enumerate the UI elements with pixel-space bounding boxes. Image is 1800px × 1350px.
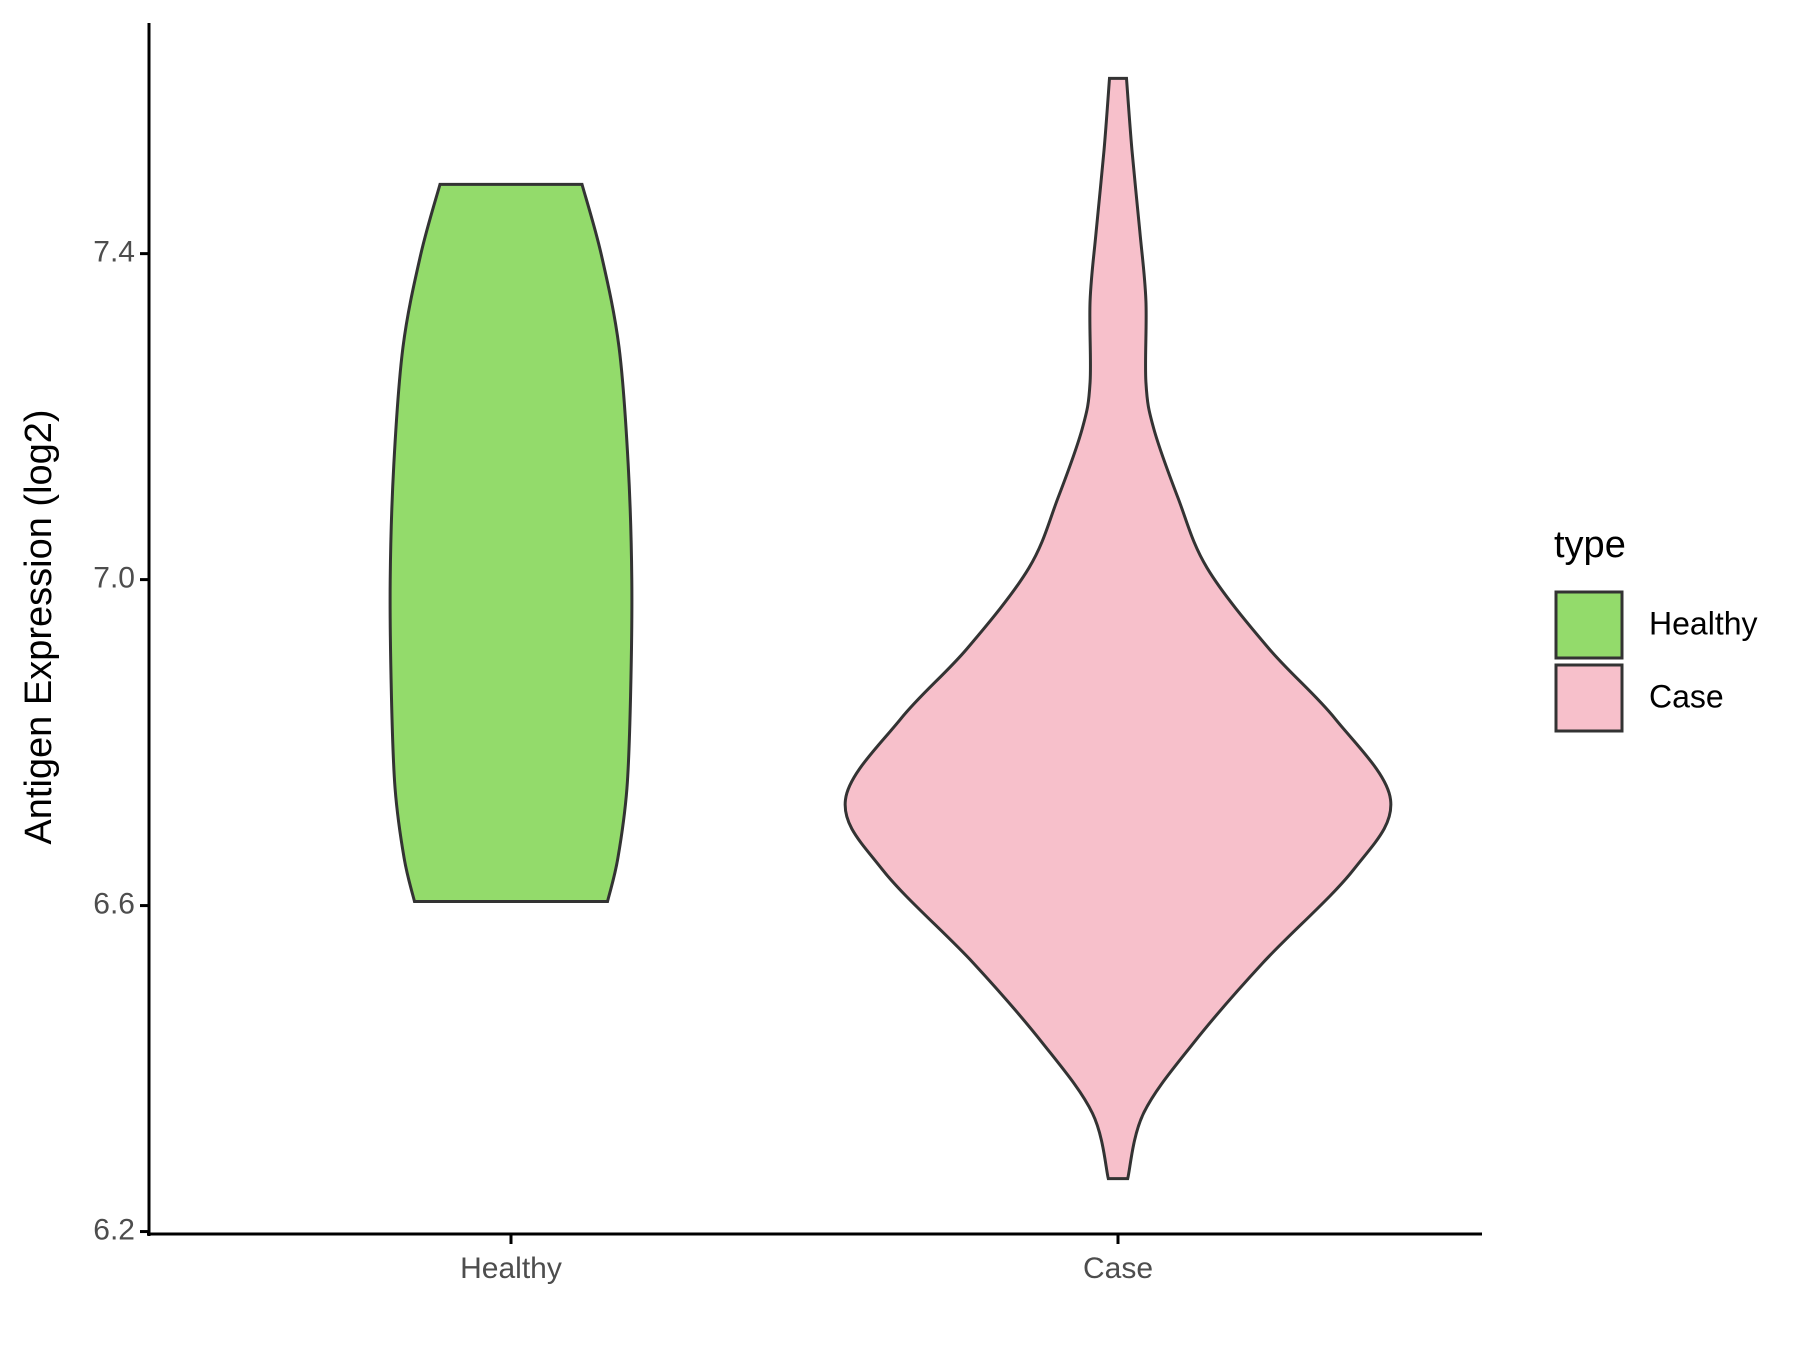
- legend-label: Healthy: [1649, 605, 1758, 641]
- legend-key: [1554, 663, 1624, 733]
- legend-title: type: [1554, 524, 1626, 566]
- legend-label: Case: [1649, 678, 1724, 714]
- y-tick-label: 6.2: [93, 1213, 135, 1246]
- x-tick-label: Case: [1083, 1252, 1153, 1285]
- violin: [843, 76, 1393, 1181]
- legend-key: [1554, 590, 1624, 660]
- x-tick-label: Healthy: [460, 1252, 562, 1285]
- y-tick-label: 6.6: [93, 888, 135, 921]
- y-tick-label: 7.4: [93, 236, 135, 269]
- violin: [388, 182, 634, 904]
- y-axis-title: Antigen Expression (log2): [18, 409, 60, 844]
- y-tick-label: 7.0: [93, 562, 135, 595]
